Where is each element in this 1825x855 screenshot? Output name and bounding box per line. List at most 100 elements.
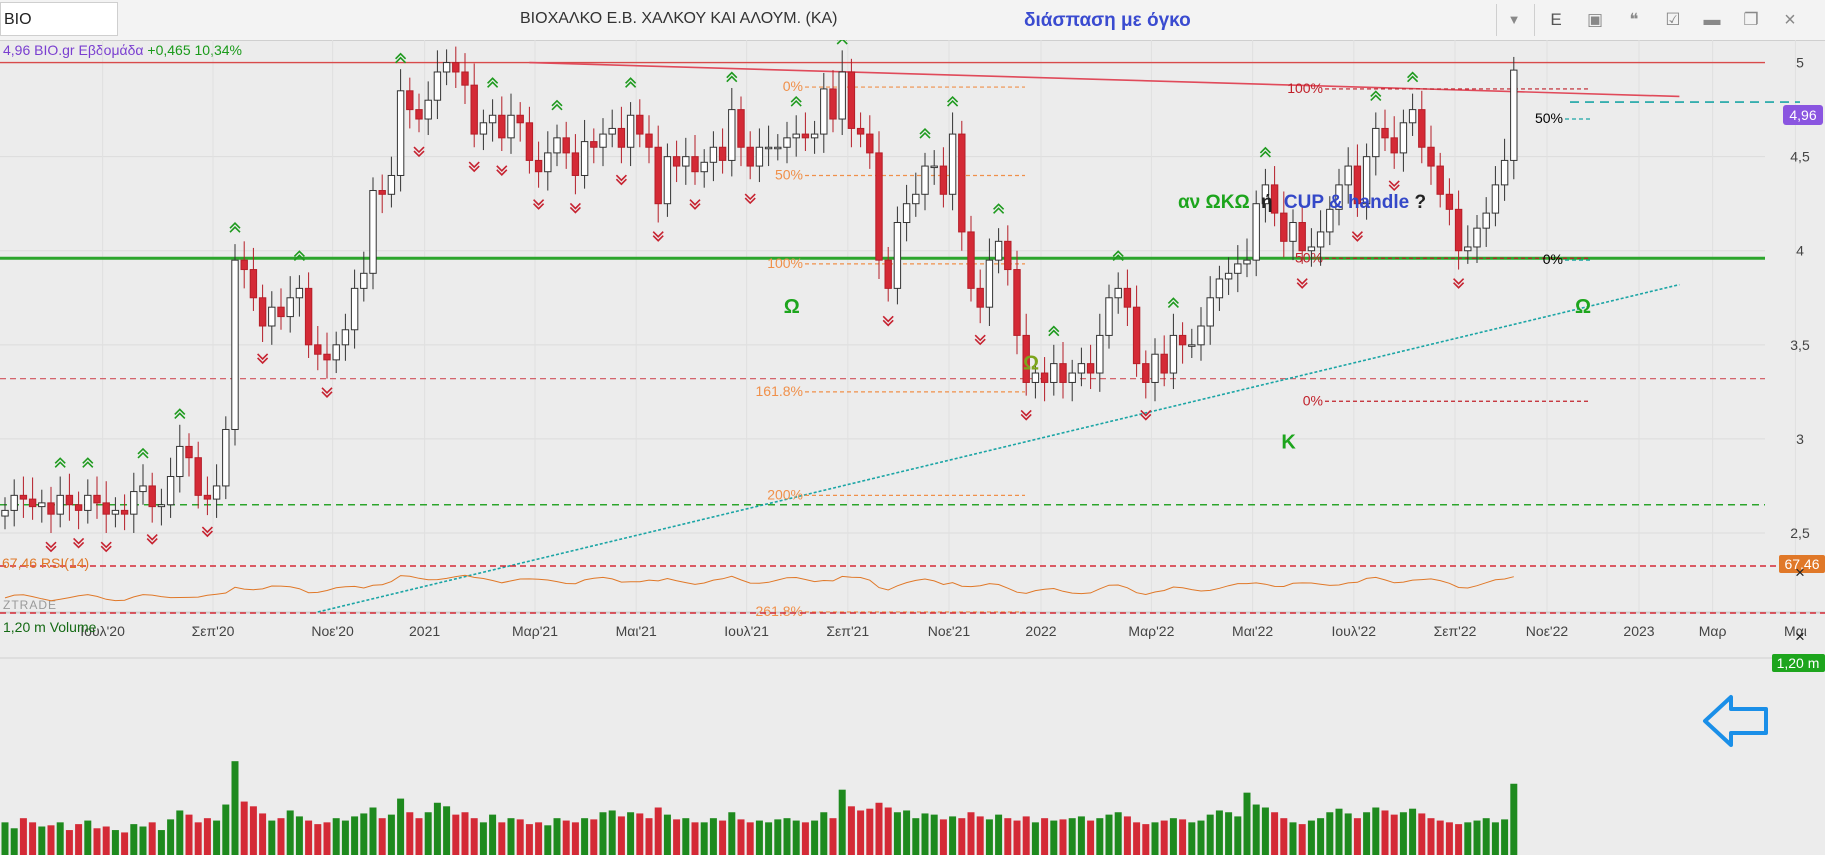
volume-bar (1142, 824, 1150, 855)
swing-high-marker (82, 457, 94, 468)
candle (948, 133, 957, 195)
candle (691, 156, 699, 173)
volume-bar (65, 830, 73, 855)
swing-high-marker (947, 95, 959, 107)
candle (1031, 372, 1040, 383)
volume-bar (829, 818, 837, 855)
fib-a-label: 161.8% (756, 383, 803, 399)
volume-bar (341, 820, 349, 855)
volume-bar (1418, 813, 1426, 855)
chart-canvas[interactable]: 0%50%100%161.8%200%261.8%100%50%0%50%0% … (0, 40, 1825, 855)
y-tick-label: 4,5 (1790, 149, 1810, 165)
volume-bar (277, 818, 285, 855)
volume-bar (1151, 822, 1159, 855)
volume-bar (351, 816, 359, 855)
x-tick-label: Μαρ'21 (512, 623, 558, 639)
candle (498, 114, 506, 139)
quote-icon[interactable]: ❝ (1629, 10, 1639, 29)
candle (580, 141, 589, 176)
volume-bar (1491, 822, 1499, 855)
volume-bar (617, 816, 625, 855)
volume-bar (1298, 824, 1306, 855)
close-icon[interactable]: × (1784, 9, 1796, 31)
price-badge-label: 4,96 (1789, 107, 1816, 123)
y-tick-label: 3,5 (1790, 337, 1810, 353)
candle (1335, 184, 1343, 210)
swing-low-marker (257, 353, 269, 365)
candle (1261, 184, 1270, 205)
candle (737, 109, 745, 148)
volume-bar (323, 822, 331, 855)
candle (1362, 156, 1371, 205)
swing-low-marker (974, 334, 986, 346)
candle (1169, 334, 1178, 374)
volume-bar (700, 822, 708, 855)
fib-a-label: 200% (767, 486, 803, 502)
e-button[interactable]: E (1550, 10, 1562, 29)
candle (1050, 363, 1058, 383)
candle (47, 502, 55, 515)
volume-bar (801, 822, 809, 855)
chevron-down-icon[interactable]: ▼ (1507, 12, 1521, 27)
candle (84, 494, 92, 511)
pattern-label: Ω (784, 296, 800, 318)
candle (65, 494, 74, 506)
candle (102, 502, 110, 515)
window-icon[interactable]: ▣ (1586, 10, 1604, 29)
volume-bar (719, 820, 727, 855)
candle (553, 137, 561, 154)
lock-icon[interactable]: ☑ (1665, 10, 1681, 29)
x-tick-label: Μαι'21 (616, 623, 657, 639)
minimize-icon[interactable]: ▬ (1703, 10, 1721, 29)
volume-bar (1133, 822, 1141, 855)
volume-bar (682, 818, 690, 855)
candle (268, 306, 276, 327)
annotation: αν ΩΚΩ ή CUP & handle ? (1178, 192, 1426, 213)
candle (1059, 363, 1067, 383)
candle (1197, 325, 1205, 346)
volume-bar (1326, 812, 1334, 855)
candle (1, 509, 9, 517)
candle (1215, 278, 1224, 299)
candle (479, 122, 488, 135)
candle (1473, 227, 1481, 248)
symbol-input[interactable]: BIO (0, 2, 118, 36)
rsi-close-icon[interactable]: × (1795, 563, 1805, 582)
volume-bar (157, 830, 165, 855)
candle (663, 156, 672, 205)
volume-bar (433, 802, 441, 855)
candle (1151, 353, 1159, 383)
volume-bar (654, 807, 662, 855)
candle (488, 114, 497, 124)
candle (406, 90, 414, 111)
volume-bar (1501, 819, 1509, 855)
annotation-part-1: αν ΩΚΩ (1178, 192, 1250, 213)
y-tick-label: 5 (1796, 55, 1804, 71)
volume-bar (1243, 792, 1251, 855)
candle (1390, 137, 1398, 154)
swing-high-marker (1048, 325, 1060, 337)
candle (1445, 193, 1454, 210)
candle (157, 504, 166, 508)
volume-bar (838, 789, 846, 855)
volume-bar (1344, 813, 1352, 855)
volume-close-icon[interactable]: × (1795, 627, 1805, 646)
candle (976, 287, 984, 308)
fib-b-label: 50% (1295, 249, 1323, 265)
volume-bar (47, 825, 55, 855)
volume-bar (1096, 818, 1104, 855)
volume-bar (75, 824, 83, 855)
volume-bar (1188, 822, 1196, 855)
candle (985, 259, 994, 308)
swing-low-marker (201, 526, 213, 538)
rsi-value-badge: 67,46 (1784, 556, 1819, 572)
candle (994, 240, 1003, 261)
price-label: 4,96 BIO.gr Εβδομάδα (3, 42, 144, 58)
candle (654, 146, 662, 205)
restore-icon[interactable]: ❐ (1743, 10, 1759, 29)
candle (1132, 306, 1141, 365)
swing-high-marker (229, 222, 241, 233)
toolbar-separator (1534, 4, 1535, 36)
candle (958, 133, 966, 233)
volume-bar (148, 822, 156, 855)
